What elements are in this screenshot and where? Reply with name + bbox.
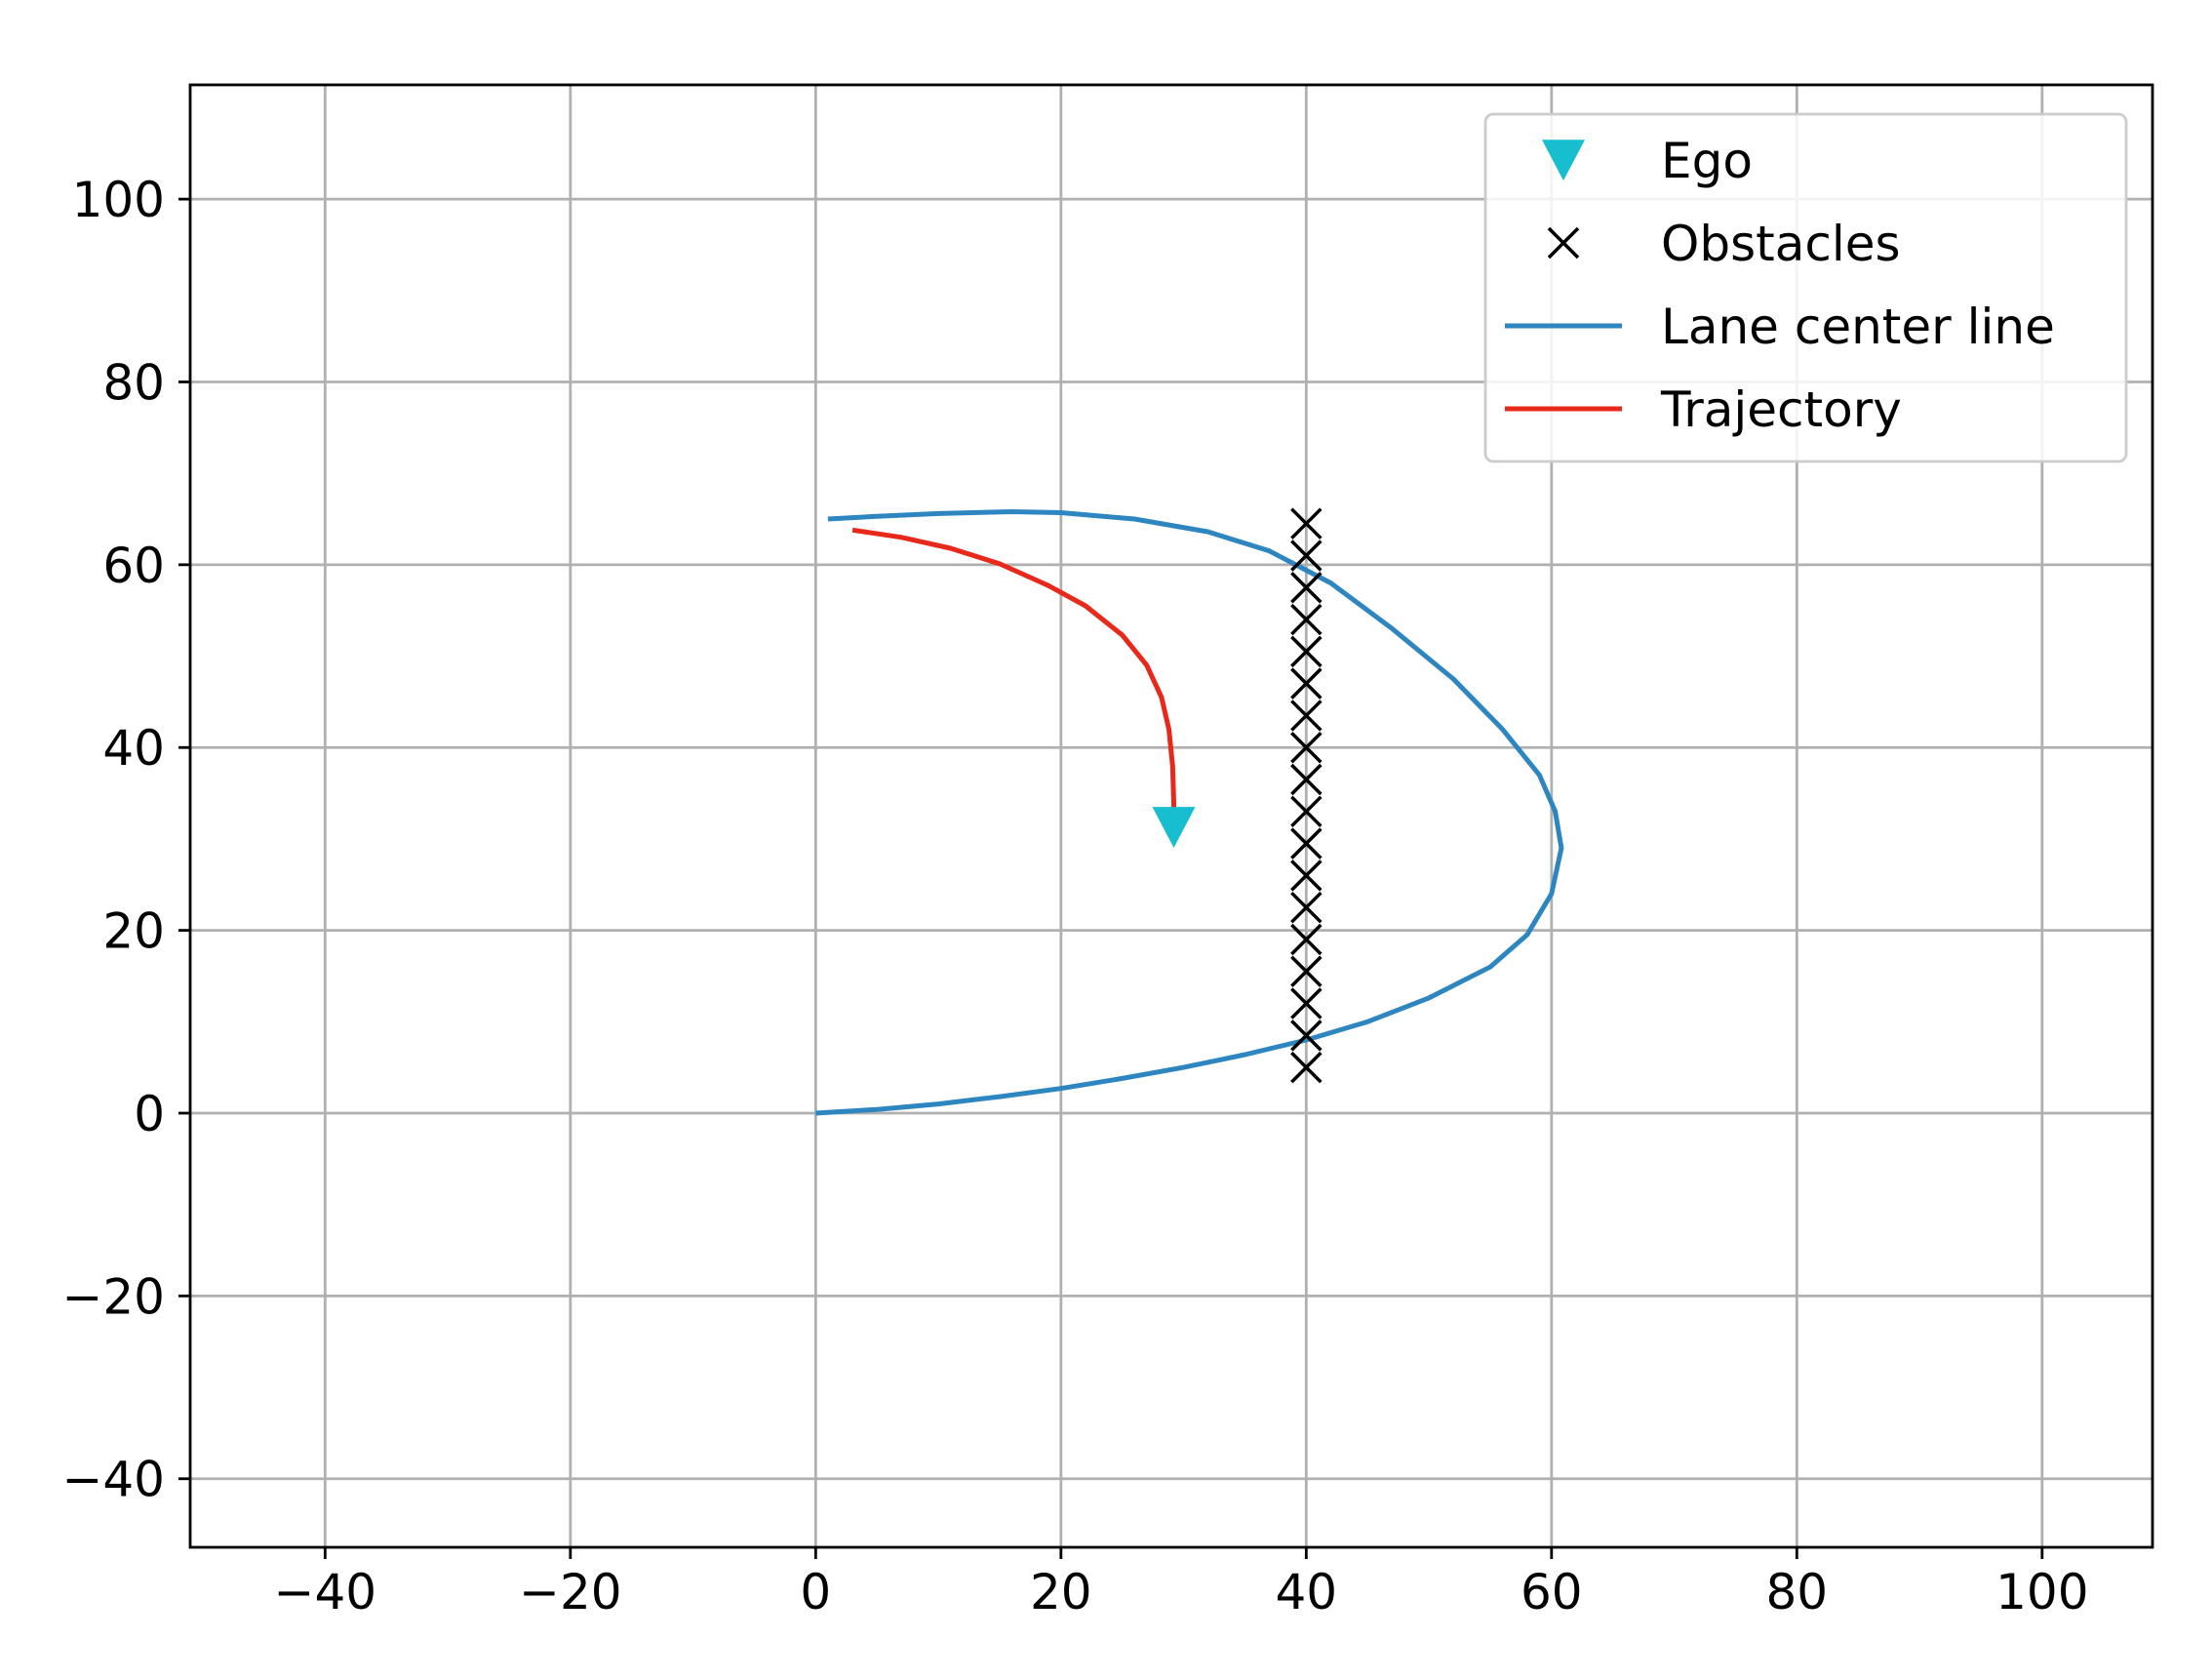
x-tick-label: −40 — [274, 1564, 377, 1620]
legend-swatch-x — [1547, 226, 1580, 260]
obstacle-x-stroke — [1290, 700, 1323, 732]
x-tick-label: 40 — [1276, 1564, 1338, 1620]
obstacle-x-stroke — [1290, 891, 1323, 924]
obstacle-marker — [1290, 667, 1323, 700]
obstacle-marker — [1290, 955, 1323, 988]
series-obstacles — [1290, 507, 1323, 1084]
legend-swatch-triangle — [1542, 140, 1585, 181]
obstacle-x-stroke — [1290, 1051, 1323, 1084]
legend-label: Ego — [1661, 133, 1753, 189]
legend-item-trajectory: Trajectory — [1505, 381, 1902, 438]
x-tick-label: 0 — [800, 1564, 831, 1620]
obstacle-x-stroke — [1290, 859, 1323, 892]
obstacle-marker — [1290, 1019, 1323, 1052]
obstacle-x-stroke — [1290, 540, 1323, 572]
obstacle-marker — [1290, 891, 1323, 924]
obstacle-x-stroke — [1547, 226, 1580, 260]
obstacle-marker — [1290, 572, 1323, 604]
x-tick-label: −20 — [519, 1564, 622, 1620]
x-tick-label: 100 — [1995, 1564, 2088, 1620]
y-tick-label: 0 — [134, 1086, 165, 1142]
obstacle-marker — [1290, 603, 1323, 636]
series-lane-center-line — [815, 509, 1564, 1116]
obstacle-x-stroke — [1290, 763, 1323, 796]
y-tick-label: 80 — [102, 354, 165, 411]
legend-label: Obstacles — [1661, 216, 1901, 272]
legend-item-obstacles: Obstacles — [1547, 216, 1901, 272]
series-trajectory — [851, 527, 1176, 821]
obstacle-x-stroke — [1290, 731, 1323, 764]
obstacle-marker — [1290, 795, 1323, 828]
axis-ticks: −40 −20 0 20 40 60 80 100 −40 −20 0 20 40 60 80 100 — [61, 172, 2088, 1620]
obstacle-marker — [1290, 987, 1323, 1019]
data-series — [815, 507, 1564, 1116]
obstacle-x-stroke — [1290, 635, 1323, 668]
legend-item-ego: Ego — [1542, 133, 1753, 189]
obstacle-x-stroke — [1290, 987, 1323, 1019]
axes-frame — [188, 83, 2154, 1549]
obstacle-x-stroke — [1290, 507, 1323, 540]
x-tick-label: 80 — [1766, 1564, 1829, 1620]
obstacle-marker — [1290, 923, 1323, 956]
legend-label: Trajectory — [1660, 381, 1902, 438]
obstacle-x-stroke — [1290, 827, 1323, 859]
obstacle-marker — [1290, 827, 1323, 859]
y-tick-label: 60 — [102, 538, 165, 594]
obstacle-marker — [1290, 859, 1323, 892]
y-tick-label: 20 — [102, 903, 165, 960]
legend-label: Lane center line — [1661, 299, 2055, 355]
lane-center-line-path — [815, 509, 1564, 1116]
obstacle-marker — [1290, 540, 1323, 572]
obstacle-marker — [1290, 763, 1323, 796]
x-tick-label: 60 — [1521, 1564, 1583, 1620]
obstacle-marker — [1290, 507, 1323, 540]
obstacle-x-stroke — [1290, 1019, 1323, 1052]
y-tick-label: 100 — [72, 172, 165, 228]
ego-marker — [1152, 807, 1196, 848]
legend-item-lane-center-line: Lane center line — [1505, 299, 2055, 355]
obstacle-marker — [1290, 635, 1323, 668]
obstacle-x-stroke — [1290, 795, 1323, 828]
y-tick-label: −40 — [61, 1452, 165, 1508]
legend-box — [1483, 112, 2128, 463]
obstacle-x-stroke — [1290, 667, 1323, 700]
obstacle-x-stroke — [1290, 572, 1323, 604]
legend: Ego Obstacles Lane center line Trajectory — [1483, 112, 2128, 463]
series-ego — [1152, 807, 1196, 848]
obstacle-x-stroke — [1290, 955, 1323, 988]
x-tick-label: 20 — [1030, 1564, 1092, 1620]
obstacle-marker — [1290, 731, 1323, 764]
obstacle-x-stroke — [1290, 923, 1323, 956]
obstacle-marker — [1290, 700, 1323, 732]
trajectory-path — [851, 527, 1176, 821]
obstacle-marker — [1290, 1051, 1323, 1084]
obstacle-x-stroke — [1290, 603, 1323, 636]
y-tick-label: −20 — [61, 1268, 165, 1325]
y-tick-label: 40 — [102, 720, 165, 777]
